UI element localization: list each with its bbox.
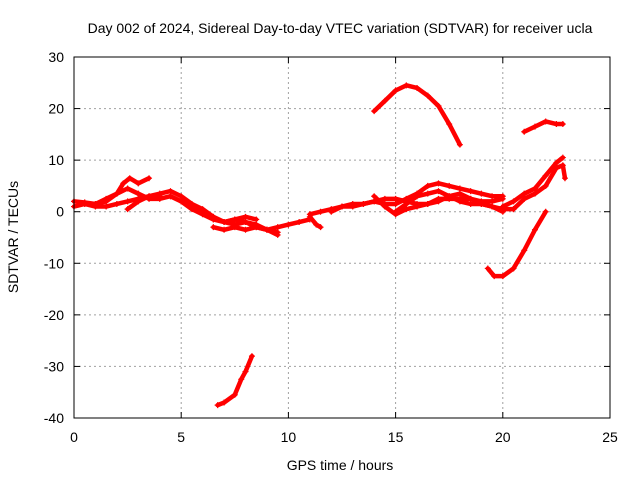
data-point-arc-f bbox=[274, 229, 281, 236]
data-trace-arc-n bbox=[532, 173, 548, 191]
x-tick-label: 0 bbox=[70, 429, 78, 445]
data-point-arc-p bbox=[559, 121, 566, 128]
data-trace-arc-n bbox=[554, 155, 566, 165]
data-trace-arc-m bbox=[511, 248, 527, 271]
x-axis-label: GPS time / hours bbox=[287, 457, 394, 473]
y-tick-label: 0 bbox=[56, 204, 64, 220]
data-point-arc-g bbox=[317, 224, 324, 231]
data-point-arc-e bbox=[253, 216, 260, 223]
y-tick-labels: -40 -30 -20 -10 0 10 20 30 bbox=[44, 49, 64, 426]
data-point-arc-q bbox=[248, 353, 255, 360]
data-trace-arc-m bbox=[521, 227, 538, 253]
data-trace-arc-n bbox=[543, 160, 559, 178]
chart-title: Day 002 of 2024, Sidereal Day-to-day VTE… bbox=[88, 20, 593, 36]
data-trace-arc-l bbox=[436, 103, 452, 127]
y-tick-label: -10 bbox=[44, 255, 64, 271]
data-trace-arc-o bbox=[543, 165, 559, 189]
data-point-arc-m bbox=[542, 208, 549, 215]
x-tick-label: 5 bbox=[177, 429, 185, 445]
data-trace-arc-l bbox=[371, 98, 388, 114]
data-trace-arc-l bbox=[446, 121, 463, 147]
data-trace-arc-o bbox=[511, 196, 527, 212]
y-tick-label: -40 bbox=[44, 410, 64, 426]
x-tick-label: 20 bbox=[495, 429, 511, 445]
data-points bbox=[71, 82, 568, 409]
y-tick-label: 20 bbox=[48, 101, 64, 117]
y-tick-label: -30 bbox=[44, 358, 64, 374]
data-point-arc-o bbox=[561, 175, 568, 182]
x-tick-labels: 0 5 10 15 20 25 bbox=[70, 429, 618, 445]
data-trace-arc-l bbox=[425, 93, 441, 109]
grid-lines bbox=[74, 57, 610, 418]
data-point-arc-i bbox=[499, 193, 506, 200]
x-tick-label: 25 bbox=[602, 429, 618, 445]
y-tick-label: 30 bbox=[48, 49, 64, 65]
data-trace-arc-q bbox=[243, 353, 255, 374]
x-tick-label: 10 bbox=[281, 429, 297, 445]
data-trace-arc-q bbox=[232, 377, 244, 398]
data-point-arc-l bbox=[456, 141, 463, 148]
data-trace-arc-l bbox=[382, 88, 398, 104]
data-trace-arc-a bbox=[136, 175, 152, 186]
y-axis-label: SDTVAR / TECUs bbox=[5, 181, 21, 293]
data-trace-arc-m bbox=[532, 209, 548, 233]
data-trace-arc-j bbox=[371, 193, 388, 209]
plot-frame bbox=[73, 56, 611, 419]
x-tick-label: 15 bbox=[388, 429, 404, 445]
data-point-arc-n bbox=[559, 154, 566, 161]
y-tick-label: -20 bbox=[44, 307, 64, 323]
y-tick-label: 10 bbox=[48, 152, 64, 168]
data-point-arc-a bbox=[146, 175, 153, 182]
